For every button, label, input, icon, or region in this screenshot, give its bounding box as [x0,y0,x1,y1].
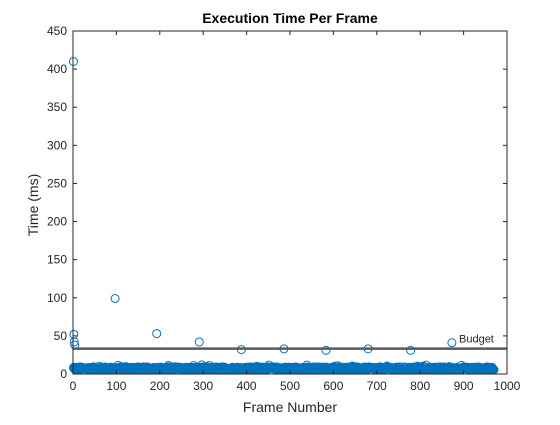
y-tick-label: 350 [47,100,67,114]
x-tick-label: 700 [367,379,387,393]
x-tick-label: 1000 [494,379,521,393]
axes [72,30,508,375]
data-point [152,329,162,339]
x-tick-label: 500 [280,379,300,393]
data-point [321,345,331,355]
x-tick-label: 600 [323,379,343,393]
y-axis-label: Time (ms) [25,174,41,236]
y-tick-label: 150 [47,253,67,267]
x-tick-label: 100 [106,379,126,393]
data-point [110,294,120,304]
x-tick-label: 800 [410,379,430,393]
x-tick-label: 900 [454,379,474,393]
y-tick-label: 300 [47,138,67,152]
budget-label: Budget [459,334,494,346]
tick-labels: 0 100 200 300 400 500 600 700 800 900 1000 0 50 100 15… [47,24,521,393]
data-point [69,337,79,347]
axes-box [72,30,508,375]
data-point [194,337,204,347]
x-tick-label: 0 [70,379,77,393]
y-tick-label: 450 [47,24,67,38]
x-tick-label: 400 [237,379,257,393]
y-tick-label: 250 [47,176,67,190]
budget-annotation: Budget [73,334,507,350]
y-tick-label: 100 [47,291,67,305]
data-point [69,329,79,339]
data-points [68,56,499,375]
x-axis-label: Frame Number [243,399,337,415]
y-tick-label: 0 [60,367,67,381]
y-tick-label: 50 [54,329,68,343]
y-tick-label: 200 [47,215,67,229]
y-tick-label: 400 [47,62,67,76]
data-point [406,345,416,355]
data-point [447,338,457,348]
chart-title: Execution Time Per Frame [202,10,378,26]
x-tick-label: 300 [193,379,213,393]
x-tick-label: 200 [150,379,170,393]
